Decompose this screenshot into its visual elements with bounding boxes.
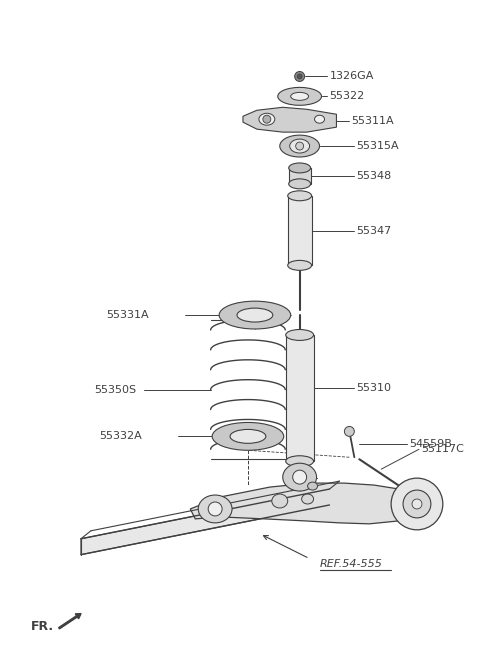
Ellipse shape: [208, 502, 222, 516]
Polygon shape: [81, 489, 329, 555]
Ellipse shape: [288, 179, 311, 189]
Ellipse shape: [412, 499, 422, 509]
Text: 55350S: 55350S: [94, 384, 136, 395]
Text: 55348: 55348: [356, 171, 392, 181]
Ellipse shape: [291, 92, 309, 100]
Text: 55310: 55310: [356, 382, 391, 393]
Ellipse shape: [296, 142, 304, 150]
Ellipse shape: [272, 494, 288, 508]
Ellipse shape: [308, 482, 318, 490]
Ellipse shape: [283, 463, 316, 491]
Polygon shape: [243, 108, 336, 132]
Ellipse shape: [198, 495, 232, 523]
Ellipse shape: [286, 456, 313, 466]
Ellipse shape: [288, 163, 311, 173]
Ellipse shape: [293, 470, 307, 484]
Ellipse shape: [230, 430, 266, 443]
Ellipse shape: [259, 113, 275, 125]
Ellipse shape: [403, 490, 431, 518]
Text: 55331A: 55331A: [106, 310, 148, 320]
Text: 54559B: 54559B: [409, 440, 452, 449]
Ellipse shape: [391, 478, 443, 530]
Ellipse shape: [278, 87, 322, 106]
Bar: [288, 195, 312, 266]
Bar: [286, 335, 313, 461]
Ellipse shape: [295, 72, 305, 81]
Bar: [288, 168, 311, 184]
Ellipse shape: [237, 308, 273, 322]
Text: 55311A: 55311A: [351, 116, 394, 126]
Text: REF.54-555: REF.54-555: [320, 559, 383, 569]
Ellipse shape: [399, 485, 408, 493]
Ellipse shape: [286, 329, 313, 340]
Text: 55322: 55322: [329, 91, 365, 101]
Ellipse shape: [288, 191, 312, 201]
Text: 55117C: 55117C: [421, 444, 464, 455]
Polygon shape: [190, 483, 419, 524]
Text: FR.: FR.: [31, 620, 54, 633]
Ellipse shape: [301, 494, 313, 504]
Ellipse shape: [219, 301, 291, 329]
FancyArrow shape: [59, 613, 81, 629]
Text: 55315A: 55315A: [356, 141, 399, 151]
Text: 55347: 55347: [356, 226, 392, 236]
Ellipse shape: [344, 426, 354, 436]
Ellipse shape: [212, 422, 284, 450]
Ellipse shape: [288, 260, 312, 270]
Ellipse shape: [314, 115, 324, 123]
Text: 1326GA: 1326GA: [329, 72, 374, 81]
Text: 55332A: 55332A: [99, 432, 142, 441]
Ellipse shape: [297, 74, 302, 79]
Ellipse shape: [290, 139, 310, 153]
Ellipse shape: [263, 115, 271, 123]
Ellipse shape: [280, 135, 320, 157]
